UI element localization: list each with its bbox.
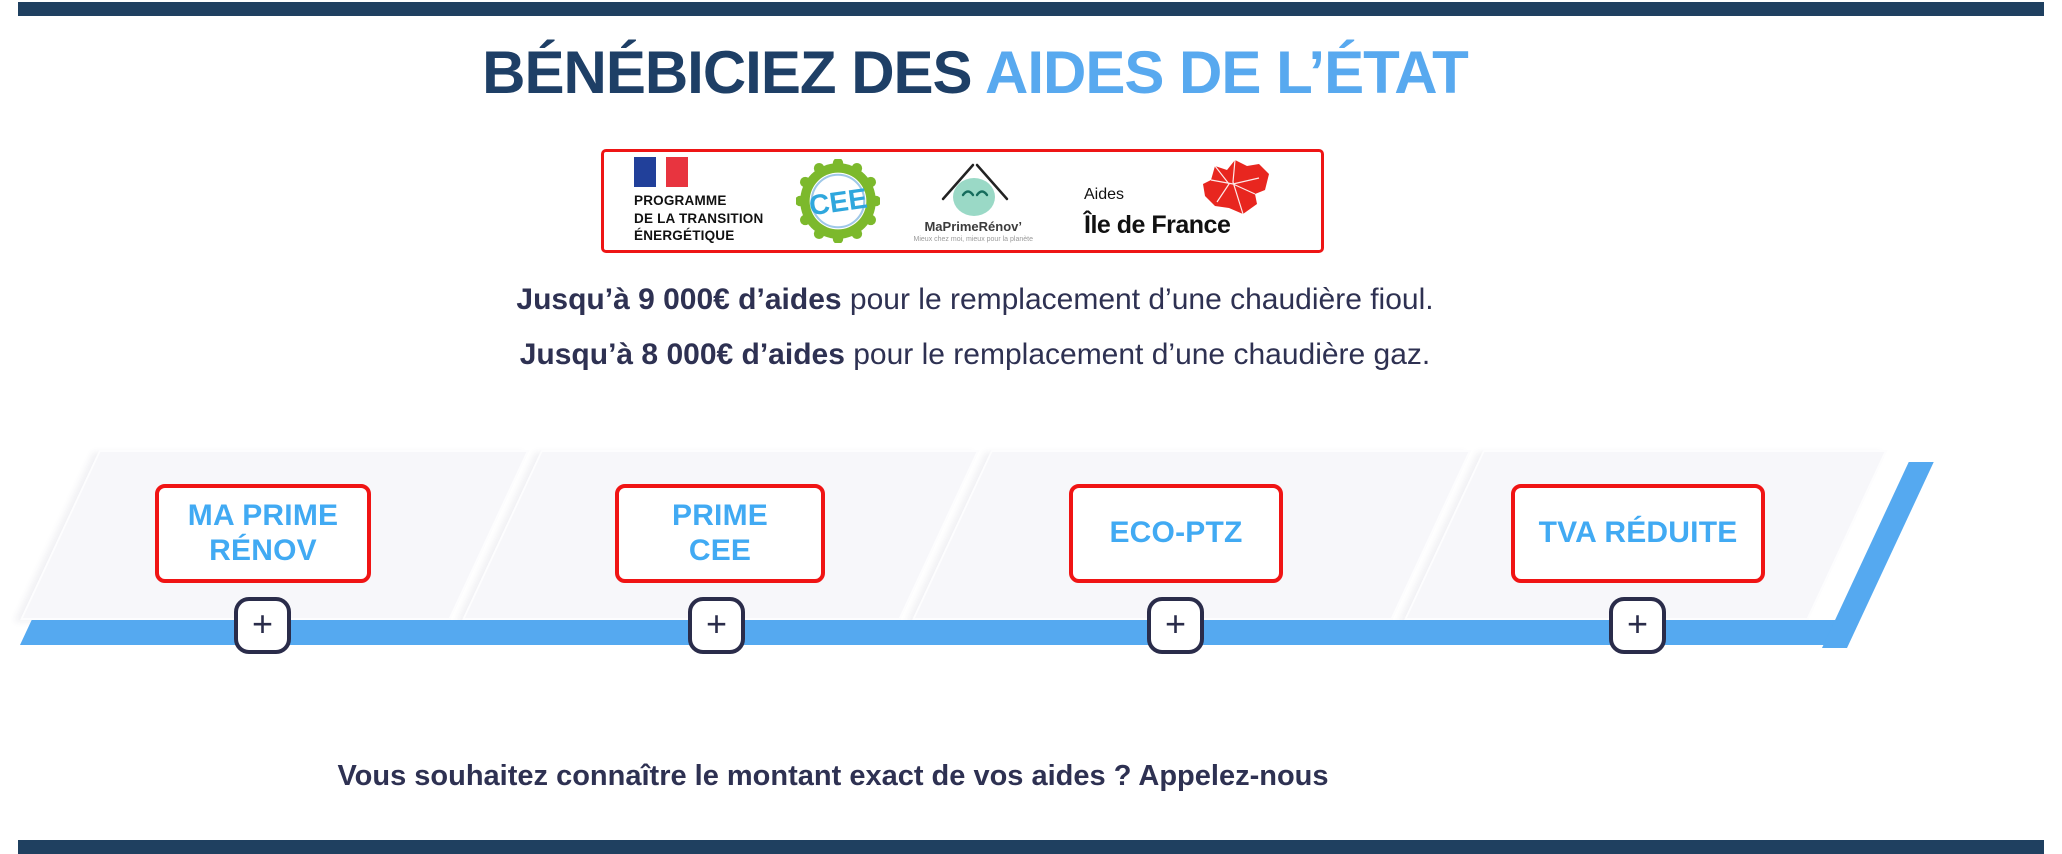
maprimerenov-house-icon	[941, 163, 1009, 216]
aid-amount-bold: Jusqu’à 9 000€ d’aides	[516, 283, 842, 316]
top-divider-bar	[18, 2, 2044, 16]
aid-label-eco-ptz: ECO-PTZ	[1069, 484, 1283, 583]
french-flag-icon	[634, 157, 763, 188]
partner-logos-strip: PROGRAMME DE LA TRANSITION ÉNERGÉTIQUE C…	[601, 149, 1324, 253]
aid-amount-rest: pour le remplacement d’une chaudière fio…	[841, 283, 1434, 316]
programme-transition-logo: PROGRAMME DE LA TRANSITION ÉNERGÉTIQUE	[634, 157, 763, 245]
aid-amount-bold: Jusqu’à 8 000€ d’aides	[519, 338, 845, 371]
expand-prime-cee-button[interactable]: +	[688, 597, 745, 654]
page-title-dark: BÉNÉBICIEZ DES	[482, 39, 986, 106]
aides-ile-de-france-logo: Aides Île de France	[1066, 154, 1291, 248]
aid-label-prime-cee: PRIME CEE	[615, 484, 825, 583]
aid-amount-line-fioul: Jusqu’à 9 000€ d’aides pour le remplacem…	[0, 283, 1950, 317]
programme-line2: DE LA TRANSITION	[634, 210, 764, 226]
programme-line3: ÉNERGÉTIQUE	[634, 228, 735, 244]
page-title: BÉNÉBICIEZ DES AIDES DE L’ÉTAT	[0, 38, 1950, 107]
idf-line1: Aides	[1084, 186, 1125, 203]
idf-line2: Île de France	[1084, 211, 1231, 239]
aid-label-tva-reduite: TVA RÉDUITE	[1511, 484, 1765, 583]
aid-amount-rest: pour le remplacement d’une chaudière gaz…	[844, 338, 1431, 371]
programme-line1: PROGRAMME	[634, 193, 727, 209]
aid-label-ma-prime-renov: MA PRIME RÉNOV	[155, 484, 371, 583]
ile-de-france-map-icon	[1203, 159, 1269, 215]
expand-tva-reduite-button[interactable]: +	[1609, 597, 1666, 654]
maprimerenov-tagline: Mieux chez moi, mieux pour la planète	[913, 236, 1033, 243]
cee-badge-icon: CEE	[796, 159, 881, 243]
bottom-divider-bar	[18, 840, 2044, 854]
expand-eco-ptz-button[interactable]: +	[1147, 597, 1204, 654]
expand-ma-prime-renov-button[interactable]: +	[234, 597, 291, 654]
maprimerenov-logo: MaPrimeRénov’ Mieux chez moi, mieux pour…	[914, 159, 1033, 243]
call-us-cta-text: Vous souhaitez connaître le montant exac…	[337, 760, 1329, 792]
aid-amount-line-gaz: Jusqu’à 8 000€ d’aides pour le remplacem…	[0, 338, 1950, 372]
maprimerenov-name: MaPrimeRénov’	[924, 219, 1023, 234]
timeline-blue-bar	[20, 620, 1844, 645]
page-title-accent: AIDES DE L’ÉTAT	[985, 39, 1469, 106]
